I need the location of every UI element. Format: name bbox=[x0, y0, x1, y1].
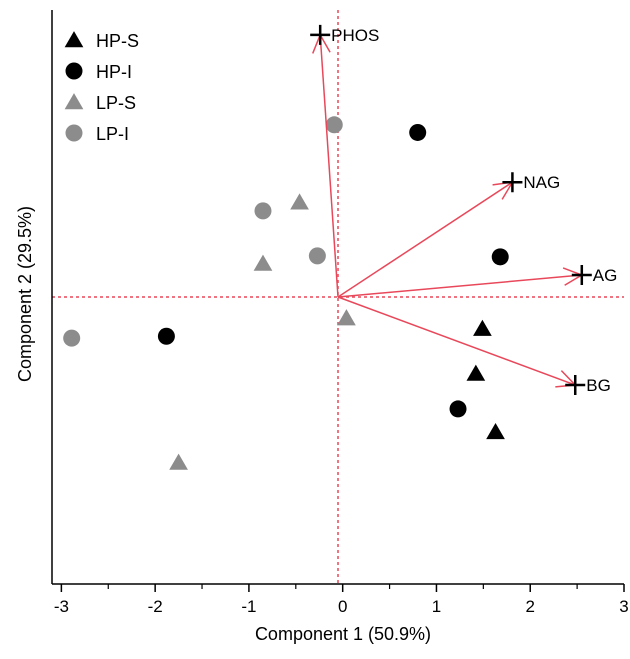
legend-marker-lp-i bbox=[65, 124, 83, 142]
legend-marker-hp-s bbox=[64, 31, 84, 48]
loading-vector-ag bbox=[337, 274, 582, 298]
data-point-lp-s bbox=[169, 453, 188, 470]
x-tick-label: 3 bbox=[619, 597, 628, 616]
legend-label-hp-s: HP-S bbox=[96, 31, 139, 51]
axes: -3 -2 -1 0 1 2 3 bbox=[51, 10, 629, 616]
data-point-lp-s bbox=[290, 193, 309, 210]
x-tick-label: 0 bbox=[338, 597, 347, 616]
loading-endpoint-marker-ag bbox=[571, 264, 592, 285]
reference-lines bbox=[52, 10, 624, 584]
legend-item-hp-s: HP-S bbox=[64, 31, 139, 51]
legend-label-lp-i: LP-I bbox=[96, 124, 129, 144]
legend: HP-S HP-I LP-S LP-I bbox=[64, 31, 139, 144]
legend-label-hp-i: HP-I bbox=[96, 62, 132, 82]
data-point-hp-s bbox=[473, 319, 492, 336]
loading-vector-nag bbox=[337, 181, 513, 298]
x-tick-label: -1 bbox=[241, 597, 256, 616]
data-point-lp-s bbox=[253, 254, 273, 271]
legend-item-hp-i: HP-I bbox=[65, 62, 132, 82]
legend-item-lp-i: LP-I bbox=[65, 124, 129, 144]
data-point-hp-s bbox=[486, 423, 505, 440]
x-tick-label: 1 bbox=[432, 597, 441, 616]
legend-item-lp-s: LP-S bbox=[64, 93, 136, 113]
loading-label-bg: BG bbox=[586, 376, 611, 395]
loading-vectors: PHOS NAG AG BG bbox=[310, 24, 618, 396]
legend-label-lp-s: LP-S bbox=[96, 93, 136, 113]
x-axis-label: Component 1 (50.9%) bbox=[255, 624, 431, 644]
data-point-lp-i bbox=[308, 247, 326, 265]
loading-endpoint-marker-nag bbox=[502, 172, 523, 193]
loading-endpoint-marker-phos bbox=[310, 24, 331, 45]
data-point-hp-i bbox=[491, 248, 509, 266]
loading-vector-bg bbox=[337, 296, 576, 386]
loading-label-phos: PHOS bbox=[331, 26, 379, 45]
legend-marker-hp-i bbox=[65, 62, 83, 80]
x-tick-label: -2 bbox=[148, 597, 163, 616]
legend-marker-lp-s bbox=[64, 93, 84, 110]
data-point-hp-s bbox=[466, 364, 486, 381]
loading-vector-phos bbox=[319, 34, 339, 298]
x-tick-label: 2 bbox=[525, 597, 534, 616]
data-point-hp-i bbox=[409, 123, 427, 141]
loading-endpoint-marker-bg bbox=[565, 375, 586, 396]
data-point-lp-i bbox=[63, 329, 81, 347]
data-point-hp-i bbox=[449, 400, 467, 418]
data-point-lp-i bbox=[325, 116, 343, 134]
data-point-hp-i bbox=[157, 327, 175, 345]
loading-label-nag: NAG bbox=[523, 173, 560, 192]
data-point-lp-s bbox=[337, 309, 356, 326]
loading-label-ag: AG bbox=[593, 266, 618, 285]
data-points bbox=[63, 116, 509, 470]
x-tick-label: -3 bbox=[54, 597, 69, 616]
y-axis-label: Component 2 (29.5%) bbox=[15, 206, 35, 382]
data-point-lp-i bbox=[254, 202, 272, 220]
